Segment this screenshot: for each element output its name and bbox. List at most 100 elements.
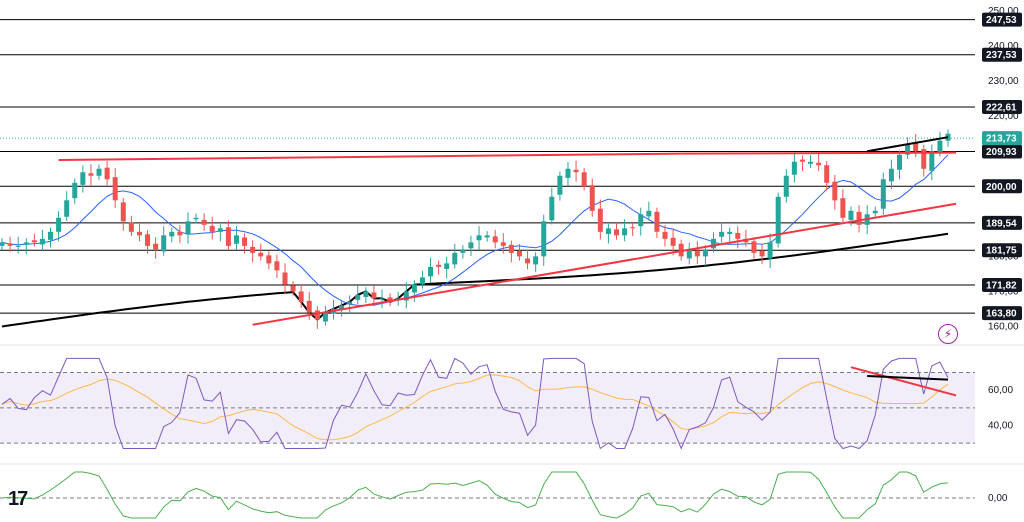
candle-body [686,249,692,259]
candle-body [339,305,345,309]
candle-body [72,182,78,199]
price-tick-label: 250,00 [988,6,1019,17]
candle-body [39,238,45,245]
rsi-signal-line [1,374,949,441]
level-label: 189,54 [986,218,1017,229]
candle-body [298,291,304,302]
candle-body [605,228,611,234]
candle-body [880,179,886,209]
candle-body [242,237,248,246]
lightning-icon[interactable]: ⚡ [938,324,958,344]
level-label: 222,61 [986,103,1017,114]
candle-body [64,200,70,217]
level-badge [982,243,1022,258]
candle-body [290,285,296,292]
candle-body [719,231,725,237]
candle-body [694,250,700,257]
candle-body [500,242,506,246]
candle-body [444,263,450,269]
candle-body [670,237,676,246]
candle-body [751,241,757,253]
trendline [252,202,957,326]
osc-line [1,471,949,519]
candle-body [193,217,199,220]
candle-body [581,172,587,187]
candle-body [15,245,21,247]
candle-body [452,252,458,265]
candle-body [702,249,708,257]
candle-body [112,177,118,201]
candle-body [177,231,183,236]
candle-body [387,297,393,302]
level-label: 237,53 [986,50,1017,61]
candle-body [808,161,814,164]
candle-body [613,229,620,236]
candle-body [80,172,86,185]
candle-body [799,159,805,162]
candle-body [56,217,62,232]
level-badge [982,47,1022,62]
level-label: 247,53 [986,15,1017,26]
level-badge [982,306,1022,321]
level-label: 209,93 [986,147,1017,158]
ma-long-line [1,232,949,328]
osc-tick-label: 0,00 [988,493,1008,504]
candle-body [630,227,636,229]
candle-body [363,291,369,298]
candle-body [589,185,595,211]
candle-body [573,169,579,173]
price-tick-label: 220,00 [988,111,1019,122]
candle-body [274,261,280,271]
candle-body [120,202,126,222]
candle-body [23,242,29,245]
candle-body [654,211,660,232]
candle-body [185,221,191,235]
candle-body [314,310,320,320]
candle-body [225,227,231,246]
candle-body [597,208,603,232]
tradingview-logo-icon: 17 [8,488,28,510]
level-badge [982,179,1022,194]
candle-body [96,168,102,176]
candle-body [88,173,94,176]
candle-body [266,255,272,264]
rsi-trendline [850,366,957,397]
candle-body [872,210,878,214]
level-label: 181,75 [986,246,1017,257]
candle-body [403,291,409,301]
candle-body [856,211,862,225]
candle-body [525,258,531,264]
candle-body [436,264,442,267]
candle-body [565,168,571,178]
candle-body [662,231,668,239]
candle-body [492,236,498,243]
candle-body [888,168,894,182]
candle-body [832,181,838,201]
candle-body [104,167,110,180]
candle-body [549,196,555,221]
candle-body [476,235,482,241]
candle-body [824,165,830,183]
candle-body [7,243,13,246]
candle-body [484,235,490,238]
candle-body [209,225,215,232]
candle-body [840,198,846,218]
candle-body [791,161,797,175]
candle-body [937,140,943,153]
candle-body [929,151,935,171]
level-badge [982,12,1022,27]
candle-body [759,250,765,257]
price-tick-label: 240,00 [988,41,1019,52]
candle-body [638,214,644,227]
level-badge [982,278,1022,293]
candle-body [508,244,514,253]
candle-body [913,143,919,152]
candle-body [783,175,789,197]
candle-body [136,231,142,236]
candle-body [557,175,563,195]
level-badge [982,215,1022,230]
rsi-line [1,357,949,450]
candle-body [258,252,264,257]
candle-body [905,144,911,155]
